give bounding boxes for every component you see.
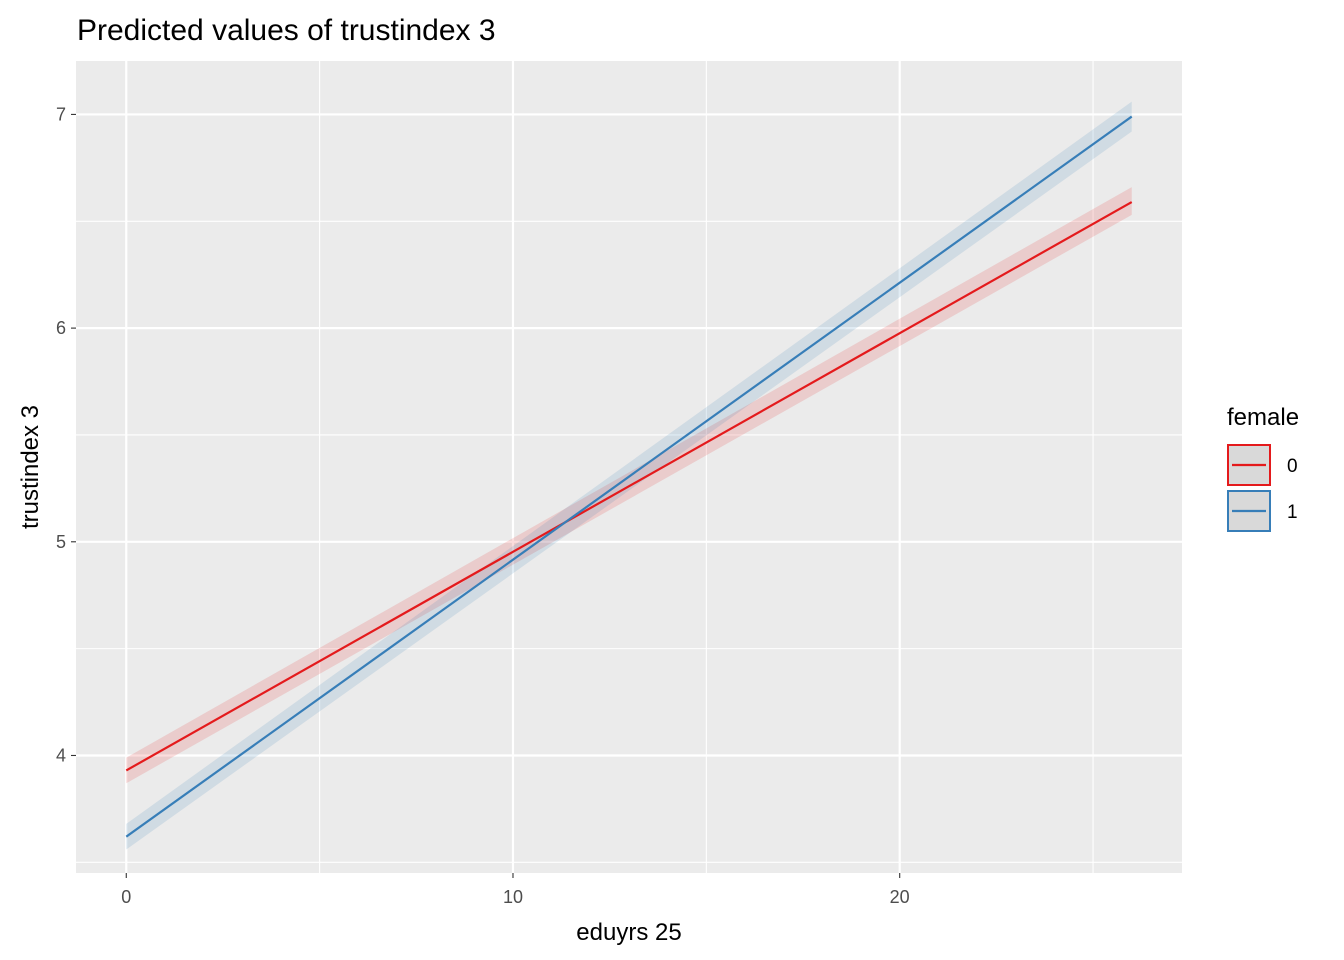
legend-title: female — [1227, 404, 1299, 431]
y-axis: 4 5 6 7 — [56, 104, 76, 765]
y-tick-label-0: 4 — [56, 745, 66, 765]
minor-gridlines — [76, 61, 1182, 873]
series-lines — [125, 115, 1133, 838]
line-series-0 — [125, 201, 1133, 772]
chart-title: Predicted values of trustindex 3 — [77, 14, 496, 47]
y-axis-title: trustindex 3 — [17, 405, 44, 529]
y-tick-label-2: 6 — [56, 318, 66, 338]
legend-item-1: 1 — [1227, 490, 1298, 532]
plot-panel — [76, 61, 1182, 873]
x-tick-label-0: 0 — [121, 887, 131, 907]
y-tick-label-1: 5 — [56, 532, 66, 552]
y-tick-label-3: 7 — [56, 104, 66, 124]
x-tick-label-1: 10 — [503, 887, 523, 907]
x-axis-title: eduyrs 25 — [576, 919, 681, 946]
line-series-1 — [125, 115, 1133, 838]
legend-label-0: 0 — [1287, 456, 1298, 477]
major-gridlines — [76, 61, 1182, 873]
x-tick-label-2: 20 — [890, 887, 910, 907]
legend-label-1: 1 — [1287, 502, 1298, 523]
legend-item-0: 0 — [1227, 444, 1298, 486]
legend: female 0 1 — [1227, 404, 1299, 532]
x-axis: 0 10 20 — [121, 873, 910, 907]
